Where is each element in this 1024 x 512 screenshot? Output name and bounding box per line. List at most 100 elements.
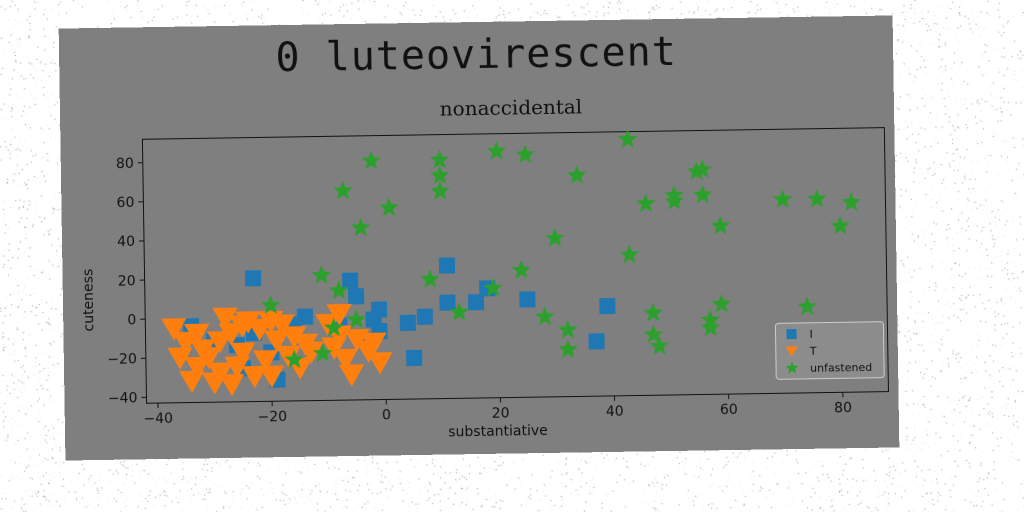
legend-marker-I	[786, 329, 797, 340]
data-point-unfastened	[664, 191, 685, 210]
data-point-T	[212, 307, 238, 330]
data-point-T	[258, 310, 284, 334]
legend-marker-unfastened	[785, 361, 799, 374]
data-point-unfastened	[710, 215, 731, 235]
legend-box	[774, 321, 885, 380]
data-point-T	[229, 342, 256, 365]
data-point-unfastened	[686, 161, 707, 181]
data-point-T	[184, 356, 210, 380]
y-axis-label: cuteness	[80, 269, 97, 332]
plot-frame	[141, 127, 889, 404]
data-point-unfastened	[429, 165, 450, 185]
data-point-T	[241, 365, 268, 389]
data-point-unfastened	[333, 180, 353, 200]
data-point-T	[361, 332, 387, 355]
data-point-unfastened	[379, 197, 399, 217]
data-point-unfastened	[545, 228, 565, 247]
data-point-T	[292, 333, 318, 357]
data-point-unfastened	[483, 277, 503, 297]
data-point-unfastened	[617, 129, 638, 148]
data-point-unfastened	[664, 185, 685, 204]
data-point-unfastened	[429, 149, 450, 169]
data-point-T	[184, 323, 210, 347]
x-tick-label: −40	[143, 411, 173, 427]
data-point-T	[219, 373, 245, 397]
legend-marker-T	[785, 346, 798, 357]
legend-label-unfastened: unfastened	[810, 361, 872, 375]
data-point-unfastened	[511, 259, 532, 279]
y-tick-label: 0	[127, 312, 136, 328]
data-point-T	[201, 372, 228, 395]
y-tick-label: 60	[116, 195, 134, 211]
data-point-unfastened	[797, 296, 817, 316]
series-unfastened	[260, 129, 862, 369]
data-point-unfastened	[361, 150, 381, 170]
data-point-T	[172, 331, 199, 355]
data-point-unfastened	[534, 306, 555, 326]
data-point-unfastened	[350, 217, 371, 237]
y-tick-label: 40	[117, 234, 135, 250]
figure-card: 0 luteovirescent nonaccidental −40 −20 0 20…	[58, 15, 900, 461]
data-point-I	[399, 314, 417, 331]
data-point-T	[252, 349, 279, 373]
legend-label-T: T	[809, 345, 817, 358]
data-point-I	[599, 297, 616, 315]
x-axis-label: substantiative	[448, 423, 548, 441]
data-point-T	[161, 318, 187, 341]
data-point-unfastened	[643, 324, 664, 344]
legend-label-I: I	[809, 328, 812, 341]
data-point-T	[206, 331, 233, 354]
data-point-unfastened	[711, 293, 732, 313]
data-point-T	[179, 370, 205, 394]
data-point-I	[467, 294, 485, 311]
y-tick-label: −40	[108, 391, 138, 407]
data-point-T	[189, 339, 216, 362]
data-point-unfastened	[700, 317, 721, 337]
data-point-T	[167, 347, 193, 370]
data-point-I	[519, 291, 536, 308]
x-tick-label: 0	[382, 407, 391, 423]
data-point-unfastened	[420, 269, 440, 288]
data-point-T	[367, 352, 393, 375]
x-tick-label: 80	[834, 400, 852, 416]
data-point-T	[224, 356, 250, 379]
data-point-unfastened	[260, 295, 281, 314]
data-point-I	[439, 294, 456, 311]
data-point-unfastened	[346, 309, 367, 329]
data-point-T	[338, 364, 365, 387]
data-point-unfastened	[692, 159, 713, 179]
data-point-unfastened	[328, 280, 349, 300]
data-point-I	[438, 257, 456, 274]
data-point-unfastened	[558, 339, 578, 359]
data-point-T	[281, 326, 307, 349]
data-point-I	[416, 308, 434, 325]
data-point-unfastened	[311, 264, 332, 284]
data-point-unfastened	[566, 165, 587, 184]
scatter-chart: −40 −20 0 20 40 60 80 −40 −20 0 20 40 60 80 substantia…	[80, 127, 889, 441]
data-point-unfastened	[772, 189, 793, 209]
data-point-unfastened	[635, 193, 656, 213]
y-tick-label: −20	[107, 351, 137, 367]
data-point-I	[342, 272, 359, 289]
data-point-T	[326, 303, 352, 327]
data-point-unfastened	[284, 349, 305, 369]
data-point-I	[244, 270, 262, 287]
data-point-unfastened	[649, 335, 670, 355]
data-point-unfastened	[692, 184, 713, 204]
series-T	[161, 303, 393, 397]
data-point-unfastened	[841, 192, 862, 211]
x-tick-label: 40	[606, 404, 624, 420]
y-tick-label: 80	[116, 156, 134, 172]
data-point-unfastened	[643, 302, 663, 322]
data-point-unfastened	[807, 188, 827, 208]
data-point-unfastened	[430, 181, 450, 200]
data-point-unfastened	[486, 141, 507, 160]
data-point-I	[406, 349, 423, 367]
data-point-unfastened	[312, 343, 333, 362]
data-point-T	[218, 323, 244, 346]
data-point-unfastened	[830, 215, 851, 235]
x-tick-label: 20	[492, 406, 510, 422]
data-point-I	[588, 333, 605, 350]
data-point-unfastened	[619, 244, 640, 264]
data-point-unfastened	[323, 317, 344, 337]
